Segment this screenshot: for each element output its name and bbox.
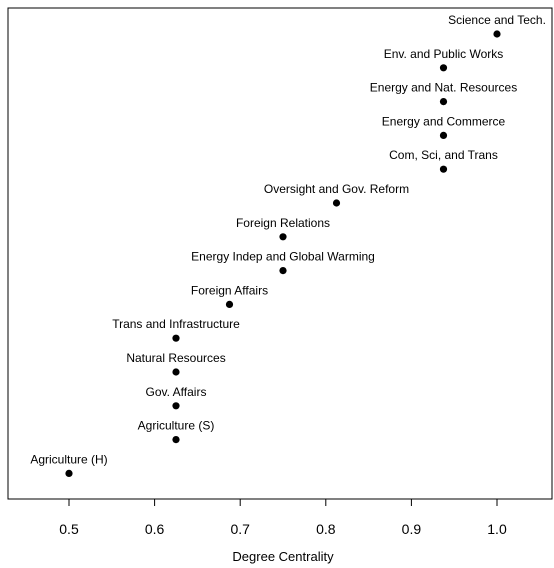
x-tick-label: 0.7	[230, 521, 250, 537]
points-layer: Science and Tech. Env. and Public Works En…	[30, 13, 546, 477]
point-label: Natural Resources	[126, 351, 225, 365]
x-tick-label: 0.9	[402, 521, 422, 537]
point-label: Foreign Affairs	[191, 283, 268, 297]
data-point	[332, 199, 341, 207]
x-tick-label: 0.6	[145, 521, 165, 537]
data-point	[65, 469, 73, 477]
data-point	[493, 30, 501, 38]
x-tick-label: 0.8	[316, 521, 336, 537]
x-tick-label: 0.5	[59, 521, 79, 537]
data-point	[225, 300, 234, 308]
data-point	[439, 165, 448, 173]
point-label: Energy and Nat. Resources	[370, 81, 517, 95]
data-point	[172, 402, 180, 410]
point-label: Env. and Public Works	[384, 47, 504, 61]
point-label: Foreign Relations	[236, 216, 330, 230]
data-point	[439, 64, 448, 72]
data-point	[439, 131, 448, 139]
data-point	[439, 98, 448, 106]
point-label: Oversight and Gov. Reform	[264, 182, 409, 196]
data-point	[172, 368, 180, 376]
point-label: Agriculture (H)	[30, 452, 107, 466]
point-label: Gov. Affairs	[146, 385, 207, 399]
point-label: Trans and Infrastructure	[112, 317, 240, 331]
data-point	[172, 334, 180, 342]
point-label: Energy Indep and Global Warming	[191, 250, 375, 264]
data-point	[279, 233, 287, 241]
point-label: Agriculture (S)	[138, 419, 215, 433]
x-tick-label: 1.0	[487, 521, 507, 537]
point-label: Energy and Commerce	[382, 114, 506, 128]
point-label: Com, Sci, and Trans	[389, 148, 498, 162]
data-point	[279, 267, 287, 275]
x-axis-title: Degree Centrality	[232, 549, 334, 564]
data-point	[172, 436, 180, 444]
point-label: Science and Tech.	[448, 13, 546, 27]
x-axis-ticks: 0.5 0.6 0.7 0.8 0.9 1.0	[59, 499, 507, 537]
